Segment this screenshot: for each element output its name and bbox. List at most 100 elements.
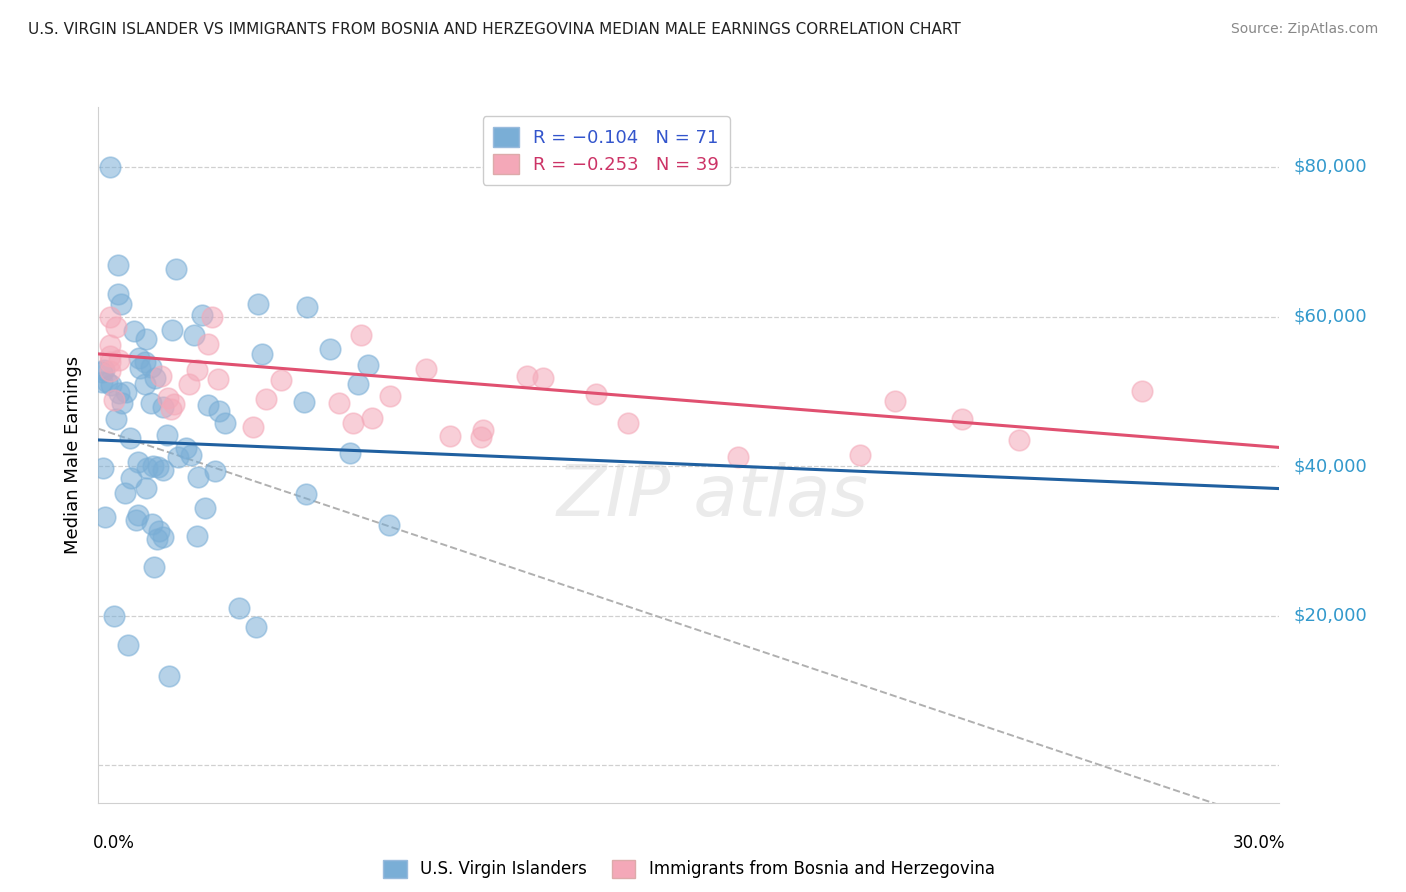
Point — [415, 361, 437, 376]
Point — [120, 431, 142, 445]
Point — [186, 363, 208, 377]
Point — [148, 524, 170, 539]
Point — [91, 461, 114, 475]
Text: $80,000: $80,000 — [1294, 158, 1367, 176]
Point — [884, 393, 907, 408]
Point — [342, 416, 364, 430]
Point — [96, 375, 118, 389]
Point — [114, 486, 136, 500]
Point — [129, 361, 152, 376]
Point — [135, 332, 157, 346]
Text: $20,000: $20,000 — [1294, 607, 1367, 624]
Point — [531, 371, 554, 385]
Point — [127, 455, 149, 469]
Text: 0.0%: 0.0% — [93, 834, 135, 852]
Point — [107, 258, 129, 272]
Point — [146, 532, 169, 546]
Point — [179, 376, 201, 391]
Point — [120, 471, 142, 485]
Point — [292, 394, 315, 409]
Point — [134, 377, 156, 392]
Point — [104, 319, 127, 334]
Point — [207, 404, 229, 418]
Point — [295, 487, 318, 501]
Point — [378, 389, 401, 403]
Point — [111, 396, 134, 410]
Point — [152, 400, 174, 414]
Point — [98, 355, 121, 369]
Point — [245, 620, 267, 634]
Point — [197, 398, 219, 412]
Point — [357, 359, 380, 373]
Point — [160, 323, 183, 337]
Point — [174, 441, 197, 455]
Point — [98, 363, 121, 377]
Point — [228, 600, 250, 615]
Text: U.S. VIRGIN ISLANDER VS IMMIGRANTS FROM BOSNIA AND HERZEGOVINA MEDIAN MALE EARNI: U.S. VIRGIN ISLANDER VS IMMIGRANTS FROM … — [28, 22, 960, 37]
Point — [134, 354, 156, 368]
Point — [516, 368, 538, 383]
Point — [135, 481, 157, 495]
Point — [98, 310, 121, 324]
Point — [103, 608, 125, 623]
Point — [470, 430, 492, 444]
Point — [439, 429, 461, 443]
Point — [270, 373, 292, 387]
Point — [107, 353, 129, 368]
Point — [100, 377, 122, 392]
Text: 30.0%: 30.0% — [1233, 834, 1285, 852]
Point — [1130, 384, 1153, 399]
Point — [187, 470, 209, 484]
Legend: U.S. Virgin Islanders, Immigrants from Bosnia and Herzegovina: U.S. Virgin Islanders, Immigrants from B… — [377, 853, 1001, 885]
Y-axis label: Median Male Earnings: Median Male Earnings — [65, 356, 83, 554]
Point — [141, 517, 163, 532]
Point — [180, 448, 202, 462]
Point — [207, 371, 229, 385]
Point — [110, 297, 132, 311]
Point — [98, 160, 121, 174]
Point — [254, 392, 277, 406]
Point — [183, 328, 205, 343]
Point — [167, 450, 190, 464]
Point — [98, 338, 121, 352]
Point — [360, 411, 382, 425]
Point — [204, 463, 226, 477]
Point — [103, 392, 125, 407]
Point — [107, 287, 129, 301]
Text: Source: ZipAtlas.com: Source: ZipAtlas.com — [1230, 22, 1378, 37]
Point — [115, 384, 138, 399]
Point — [617, 416, 640, 430]
Point — [295, 300, 318, 314]
Point — [125, 513, 148, 527]
Point — [246, 297, 269, 311]
Point — [156, 391, 179, 405]
Point — [91, 375, 114, 389]
Point — [122, 325, 145, 339]
Point — [98, 349, 121, 363]
Point — [849, 449, 872, 463]
Point — [139, 359, 162, 374]
Point — [727, 450, 749, 464]
Point — [1008, 434, 1031, 448]
Text: $40,000: $40,000 — [1294, 457, 1367, 475]
Point — [143, 371, 166, 385]
Point — [377, 518, 399, 533]
Point — [328, 395, 350, 409]
Point — [156, 427, 179, 442]
Point — [186, 529, 208, 543]
Point — [139, 396, 162, 410]
Point — [165, 261, 187, 276]
Point — [142, 459, 165, 474]
Point — [350, 328, 373, 343]
Point — [585, 387, 607, 401]
Point — [347, 377, 370, 392]
Point — [152, 530, 174, 544]
Point — [157, 668, 180, 682]
Point — [160, 402, 183, 417]
Point — [214, 417, 236, 431]
Point — [91, 365, 114, 379]
Point — [108, 386, 131, 401]
Point — [128, 351, 150, 365]
Point — [201, 310, 224, 324]
Point — [190, 309, 212, 323]
